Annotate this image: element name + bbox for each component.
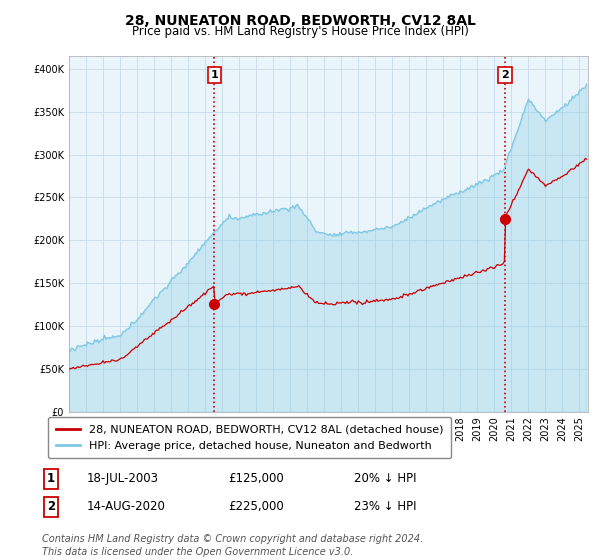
- Text: 1: 1: [47, 472, 55, 486]
- Text: £225,000: £225,000: [228, 500, 284, 514]
- Text: Contains HM Land Registry data © Crown copyright and database right 2024.
This d: Contains HM Land Registry data © Crown c…: [42, 534, 423, 557]
- Legend: 28, NUNEATON ROAD, BEDWORTH, CV12 8AL (detached house), HPI: Average price, deta: 28, NUNEATON ROAD, BEDWORTH, CV12 8AL (d…: [48, 417, 451, 458]
- Text: 1: 1: [211, 70, 218, 80]
- Text: 2: 2: [501, 70, 509, 80]
- Text: 14-AUG-2020: 14-AUG-2020: [87, 500, 166, 514]
- Text: £125,000: £125,000: [228, 472, 284, 486]
- Text: 18-JUL-2003: 18-JUL-2003: [87, 472, 159, 486]
- Text: 28, NUNEATON ROAD, BEDWORTH, CV12 8AL: 28, NUNEATON ROAD, BEDWORTH, CV12 8AL: [125, 14, 475, 28]
- Text: Price paid vs. HM Land Registry's House Price Index (HPI): Price paid vs. HM Land Registry's House …: [131, 25, 469, 38]
- Text: 2: 2: [47, 500, 55, 514]
- Text: 20% ↓ HPI: 20% ↓ HPI: [354, 472, 416, 486]
- Text: 23% ↓ HPI: 23% ↓ HPI: [354, 500, 416, 514]
